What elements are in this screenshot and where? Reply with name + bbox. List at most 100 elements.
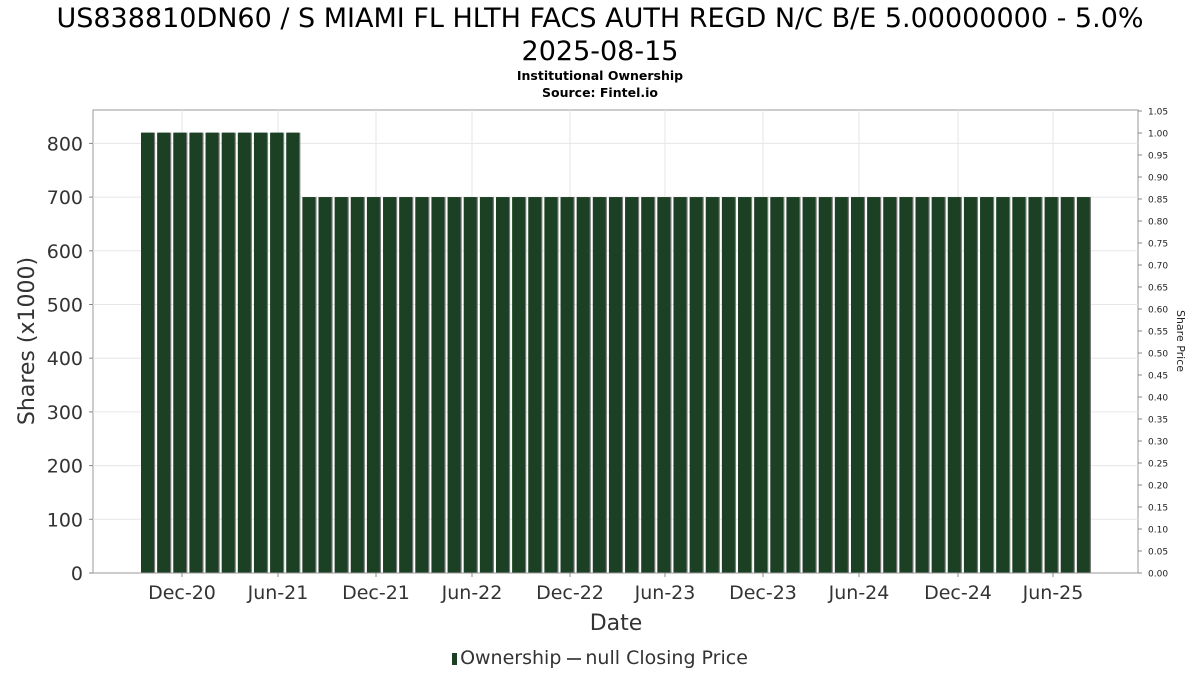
ownership-bar <box>560 197 574 573</box>
ownership-bar <box>528 197 542 573</box>
x-tick-label: Jun-25 <box>1022 582 1084 604</box>
y2-tick-label: 0.45 <box>1148 372 1168 382</box>
ownership-bar <box>463 197 477 573</box>
x-tick-label: Dec-23 <box>729 582 797 604</box>
y-tick-label: 100 <box>47 509 83 531</box>
ownership-bar <box>431 197 445 573</box>
ownership-bar <box>1012 197 1026 573</box>
y2-tick-label: 0.10 <box>1148 526 1168 536</box>
ownership-bar <box>592 197 606 573</box>
y-tick-label: 300 <box>47 402 83 424</box>
y2-tick-label: 0.85 <box>1148 196 1168 206</box>
ownership-bar <box>334 197 348 573</box>
legend-ownership-label: Ownership <box>460 647 562 669</box>
ownership-bar <box>544 197 558 573</box>
ownership-bar <box>786 197 800 573</box>
legend-price-label: null Closing Price <box>585 647 748 669</box>
ownership-bar <box>883 197 897 573</box>
ownership-bar <box>383 197 396 573</box>
y2-tick-label: 0.95 <box>1148 152 1168 162</box>
ownership-bar <box>302 197 316 573</box>
y2-tick-label: 0.00 <box>1148 570 1168 580</box>
y2-tick-label: 0.05 <box>1148 548 1168 558</box>
chart-title-line1: US838810DN60 / S MIAMI FL HLTH FACS AUTH… <box>56 3 1144 34</box>
ownership-bar <box>818 197 832 573</box>
ownership-bar <box>657 197 671 573</box>
x-tick-label: Dec-20 <box>148 582 216 604</box>
ownership-chart: 0 100 200 300 400 500 600 700 800 0.00 0.05 0.10 0.1… <box>15 108 1187 637</box>
ownership-bar <box>576 197 590 573</box>
ownership-bar <box>1044 197 1058 573</box>
ownership-bar <box>738 197 751 573</box>
y2-tick-label: 0.55 <box>1148 328 1168 338</box>
ownership-bar <box>318 197 332 573</box>
ownership-bar <box>641 197 655 573</box>
y2-tick-label: 1.05 <box>1148 108 1168 118</box>
ownership-bar <box>495 197 509 573</box>
ownership-bar <box>947 197 961 573</box>
legend-price-line <box>567 657 582 660</box>
x-axis-title: Date <box>590 611 643 636</box>
y-tick-label: 0 <box>71 563 83 585</box>
y2-tick-label: 0.30 <box>1148 438 1168 448</box>
y2-tick-label: 0.35 <box>1148 416 1168 426</box>
ownership-bar <box>221 132 235 573</box>
x-tick-label: Jun-24 <box>828 582 890 604</box>
ownership-bar <box>286 132 300 573</box>
x-tick-label: Dec-24 <box>924 582 992 604</box>
y-tick-label: 700 <box>47 187 83 209</box>
ownership-bar <box>237 132 251 573</box>
x-tick-label: Dec-22 <box>536 582 604 604</box>
ownership-bar <box>189 132 203 573</box>
y2-tick-label: 0.15 <box>1148 504 1168 514</box>
y2-tick-label: 0.90 <box>1148 174 1168 184</box>
ownership-bar <box>899 197 913 573</box>
chart-legend: Ownership null Closing Price <box>0 647 1200 669</box>
ownership-bar <box>705 197 719 573</box>
ownership-bar <box>399 197 413 573</box>
y2-tick-label: 0.20 <box>1148 482 1168 492</box>
ownership-bar <box>721 197 735 573</box>
chart-title: US838810DN60 / S MIAMI FL HLTH FACS AUTH… <box>0 2 1200 68</box>
ownership-bar <box>1060 197 1074 573</box>
ownership-bar <box>205 132 219 573</box>
ownership-bar <box>350 197 364 573</box>
chart-subtitle: Institutional Ownership <box>516 68 684 83</box>
ownership-bar <box>173 132 187 573</box>
ownership-bar <box>673 197 687 573</box>
ownership-bar <box>980 197 993 573</box>
ownership-bar <box>915 197 929 573</box>
ownership-bar <box>512 197 526 573</box>
ownership-bar <box>996 197 1010 573</box>
ownership-bar <box>931 197 945 573</box>
ownership-bar <box>1028 197 1042 573</box>
y2-axis-title: Share Price <box>1174 310 1187 372</box>
x-tick-label: Jun-23 <box>634 582 696 604</box>
ownership-bar <box>689 197 703 573</box>
ownership-bar <box>608 197 622 573</box>
x-tick-label: Jun-22 <box>441 582 503 604</box>
y2-tick-label: 0.70 <box>1148 262 1168 272</box>
ownership-bar <box>963 197 977 573</box>
y-tick-label: 600 <box>47 241 83 263</box>
y-tick-label: 200 <box>47 456 83 478</box>
ownership-bar <box>253 132 267 573</box>
y2-tick-label: 0.75 <box>1148 240 1168 250</box>
ownership-bar <box>479 197 493 573</box>
y2-tick-label: 0.65 <box>1148 284 1168 294</box>
ownership-bar <box>867 197 881 573</box>
ownership-bar <box>447 197 461 573</box>
ownership-bar <box>834 197 848 573</box>
ownership-bar <box>1076 197 1090 573</box>
chart-title-line2: 2025-08-15 <box>521 36 679 67</box>
y2-tick-label: 0.40 <box>1148 394 1168 404</box>
legend-ownership-swatch <box>452 652 458 665</box>
x-tick-label: Dec-21 <box>342 582 410 604</box>
y-tick-label: 400 <box>47 348 83 370</box>
y2-tick-label: 1.00 <box>1148 130 1168 140</box>
y-axis-title: Shares (x1000) <box>15 257 40 425</box>
x-tick-label: Jun-21 <box>247 582 309 604</box>
ownership-bar <box>850 197 864 573</box>
chart-source: Source: Fintel.io <box>542 85 658 100</box>
ownership-bar <box>141 132 154 573</box>
